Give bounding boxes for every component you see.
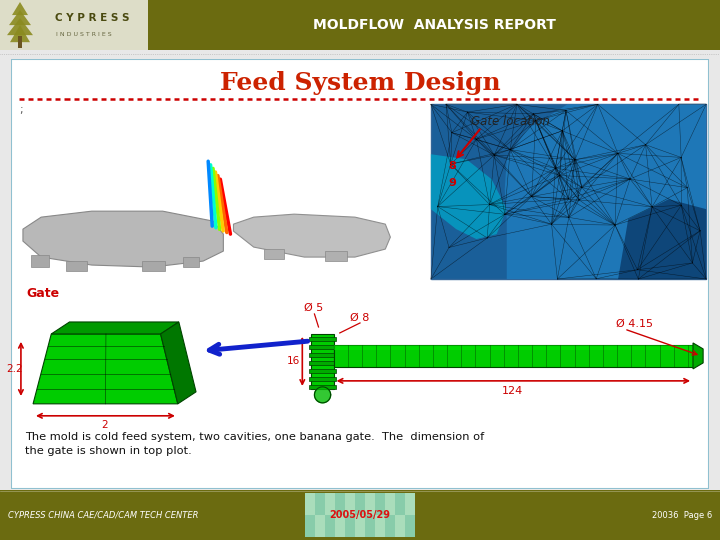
Polygon shape [161, 322, 196, 404]
Text: Gate location: Gate location [472, 115, 550, 128]
Polygon shape [7, 18, 33, 35]
Bar [355, 515, 365, 537]
Bar [305, 494, 315, 515]
Polygon shape [33, 334, 178, 404]
Text: CYPRESS CHINA CAE/CAD/CAM TECH CENTER: CYPRESS CHINA CAE/CAD/CAM TECH CENTER [8, 511, 199, 519]
Bar [335, 515, 345, 537]
Bar [405, 515, 415, 537]
Bar [310, 345, 336, 349]
Text: Ø 8: Ø 8 [350, 313, 369, 323]
Bar [315, 494, 325, 515]
Polygon shape [23, 211, 223, 267]
Text: The mold is cold feed system, two cavities, one banana gate.  The  dimension of: The mold is cold feed system, two caviti… [25, 432, 485, 442]
Bar [333, 345, 693, 367]
Bar [365, 515, 375, 537]
Bar [335, 494, 345, 515]
Text: the gate is shown in top plot.: the gate is shown in top plot. [25, 446, 192, 456]
Polygon shape [51, 322, 179, 334]
Polygon shape [10, 25, 30, 42]
Text: Ø 4.15: Ø 4.15 [616, 319, 653, 329]
Bar [310, 377, 336, 381]
Text: 16: 16 [287, 356, 300, 366]
Bar [305, 515, 315, 537]
Bar [310, 337, 336, 341]
Polygon shape [618, 199, 706, 279]
Bar [325, 515, 335, 537]
Polygon shape [505, 104, 706, 279]
Text: Gate: Gate [26, 287, 59, 300]
Bar [0, 0, 148, 50]
Bar [345, 494, 355, 515]
Bar [315, 515, 325, 537]
Text: 8: 8 [448, 161, 456, 171]
Text: 124: 124 [503, 386, 523, 396]
Bar [310, 361, 336, 365]
Bar [431, 104, 706, 279]
Bar [325, 494, 335, 515]
Polygon shape [9, 10, 31, 25]
Polygon shape [693, 343, 703, 369]
Text: 2005/05/29: 2005/05/29 [330, 510, 390, 520]
Text: Feed System Design: Feed System Design [220, 71, 500, 96]
Bar [143, 261, 165, 271]
Bar [405, 494, 415, 515]
Bar [18, 36, 22, 48]
Bar [183, 257, 199, 267]
Text: MOLDFLOW  ANALYSIS REPORT: MOLDFLOW ANALYSIS REPORT [312, 18, 555, 32]
Polygon shape [431, 154, 507, 239]
Bar [375, 515, 385, 537]
Polygon shape [315, 387, 330, 403]
Bar [31, 255, 49, 267]
Bar [375, 494, 385, 515]
Bar [365, 494, 375, 515]
Polygon shape [233, 214, 390, 257]
Bar [345, 515, 355, 537]
Bar [310, 385, 336, 389]
Bar [385, 494, 395, 515]
Text: C Y P R E S S: C Y P R E S S [55, 13, 130, 23]
Text: 2: 2 [102, 420, 108, 430]
Bar [310, 353, 336, 357]
Text: 9: 9 [448, 178, 456, 188]
Bar [385, 515, 395, 537]
Text: 2.2: 2.2 [6, 364, 23, 374]
Polygon shape [12, 2, 28, 15]
Bar [395, 494, 405, 515]
Bar [355, 494, 365, 515]
Bar [148, 0, 720, 50]
Text: Ø 5: Ø 5 [305, 303, 323, 313]
Text: I N D U S T R I E S: I N D U S T R I E S [56, 32, 112, 37]
Bar [333, 345, 693, 350]
Bar [66, 261, 86, 271]
Bar [264, 249, 284, 259]
Text: 20036  Page 6: 20036 Page 6 [652, 511, 712, 519]
Text: ;: ; [19, 105, 22, 116]
Bar [310, 369, 336, 373]
Bar [325, 251, 347, 261]
Bar [312, 334, 333, 389]
Bar [395, 515, 405, 537]
